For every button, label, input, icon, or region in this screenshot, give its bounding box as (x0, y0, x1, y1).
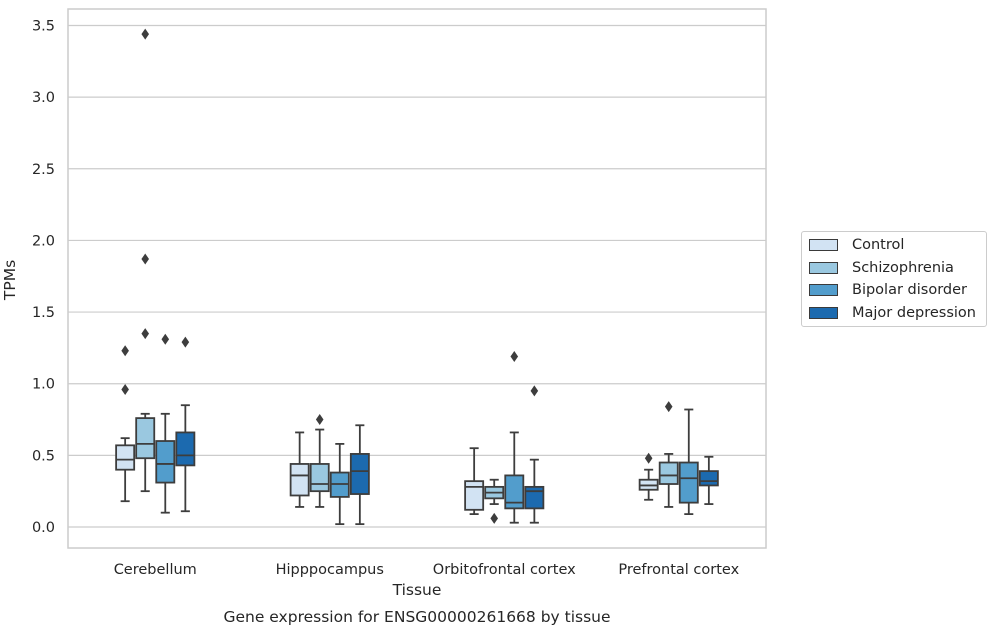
y-tick-labels: 0.0 0.5 1.0 1.5 2.0 2.5 3.0 3.5 (32, 19, 55, 537)
legend-swatch-control (809, 239, 838, 251)
box-iqr (658, 461, 679, 485)
box-iqr (309, 463, 330, 493)
y-tick-label: 2.5 (32, 162, 55, 178)
outlier-point (510, 350, 519, 362)
box (524, 385, 545, 524)
box-iqr (155, 440, 176, 484)
box-iqr (115, 444, 136, 471)
box (678, 408, 699, 516)
box (309, 414, 330, 508)
legend-label-control: Control (852, 237, 905, 253)
box (115, 345, 136, 503)
outlier-point (121, 383, 129, 395)
outlier-point (141, 28, 150, 40)
legend-item-schizophrenia: Schizophrenia (809, 257, 954, 279)
box (464, 447, 485, 516)
box (658, 401, 679, 508)
legend-swatch-schizophrenia (809, 262, 838, 274)
box (155, 333, 176, 514)
legend-item-bipolar-disorder: Bipolar disorder (809, 279, 967, 301)
y-tick-label: 2.0 (32, 233, 55, 249)
x-tick-label: Hipppocampus (276, 562, 384, 578)
outlier-point (141, 253, 150, 265)
y-tick-label: 1.5 (32, 305, 55, 321)
box-iqr (175, 431, 196, 467)
box-groups (115, 28, 719, 526)
box (638, 452, 659, 501)
legend-item-major-depression: Major depression (809, 302, 976, 324)
box (135, 28, 156, 493)
x-axis-label: Tissue (392, 581, 442, 599)
y-tick-label: 0.5 (32, 448, 55, 464)
legend-label-schizophrenia: Schizophrenia (852, 260, 954, 276)
box (329, 442, 350, 526)
y-tick-label: 1.0 (32, 377, 55, 393)
legend: Control Schizophrenia Bipolar disorder M… (801, 231, 987, 327)
box-iqr (349, 453, 370, 495)
outlier-point (490, 512, 499, 524)
x-tick-labels: Cerebellum Hipppocampus Orbitofrontal cort… (114, 562, 740, 578)
box-iqr (678, 461, 699, 504)
chart-caption: Gene expression for ENSG00000261668 by t… (223, 608, 610, 626)
y-tick-label: 0.0 (32, 520, 55, 536)
x-tick-label: Cerebellum (114, 562, 197, 578)
legend-swatch-bipolar-disorder (809, 284, 838, 296)
outlier-point (161, 333, 170, 345)
box (698, 455, 719, 505)
box-iqr (135, 417, 156, 460)
outlier-point (644, 452, 653, 464)
legend-label-bipolar-disorder: Bipolar disorder (852, 282, 967, 298)
legend-label-major-depression: Major depression (852, 305, 976, 321)
outlier-point (181, 336, 190, 348)
outlier-point (141, 328, 150, 340)
y-tick-label: 3.5 (32, 19, 55, 35)
box (289, 431, 310, 508)
box-iqr (464, 480, 485, 511)
legend-swatch-major-depression (809, 307, 838, 319)
x-tick-label: Prefrontal cortex (618, 562, 739, 578)
box-iqr (524, 485, 545, 510)
outlier-point (121, 345, 129, 357)
outlier-point (315, 414, 324, 426)
box-iqr (504, 474, 525, 510)
y-tick-label: 3.0 (32, 90, 55, 106)
box (175, 336, 196, 513)
legend-item-control: Control (809, 234, 904, 256)
outlier-point (530, 385, 539, 397)
box (349, 424, 370, 526)
box (504, 350, 525, 524)
box-iqr (698, 470, 719, 487)
x-tick-label: Orbitofrontal cortex (433, 562, 576, 578)
box (484, 478, 505, 524)
outlier-point (664, 401, 673, 413)
y-axis-label: TPMs (1, 260, 19, 301)
box-iqr (289, 463, 310, 497)
plot-area (67, 8, 767, 549)
